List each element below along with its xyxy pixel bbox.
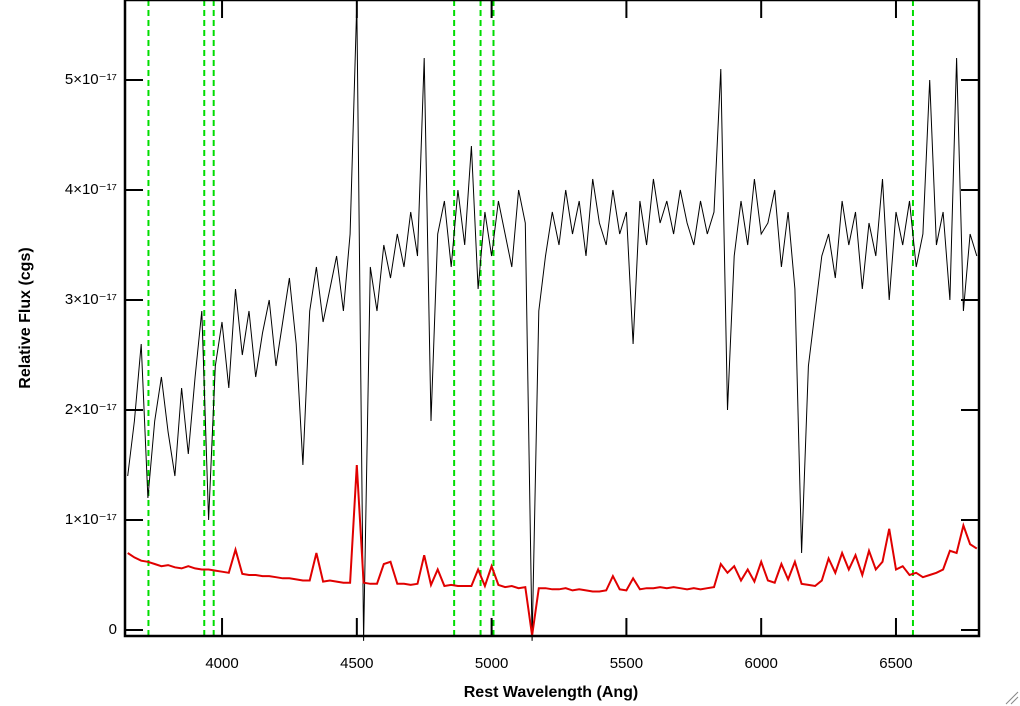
y-tick-label: 5×10⁻¹⁷: [65, 71, 117, 88]
x-tick-label: 4000: [205, 655, 238, 672]
x-tick-label: 6500: [879, 655, 912, 672]
y-tick-label: 1×10⁻¹⁷: [65, 511, 117, 528]
x-axis-title: Rest Wavelength (Ang): [464, 684, 639, 701]
resize-grip: [1005, 691, 1019, 705]
y-axis-title: Relative Flux (cgs): [17, 247, 34, 388]
y-tick-label: 0: [109, 621, 117, 638]
x-tick-label: 5000: [475, 655, 508, 672]
x-tick-label: 6000: [744, 655, 777, 672]
y-tick-label: 2×10⁻¹⁷: [65, 401, 117, 418]
spectrum-line: [127, 2, 978, 641]
y-tick-label: 3×10⁻¹⁷: [65, 291, 117, 308]
spectrum-line: [127, 464, 978, 636]
y-tick-label: 4×10⁻¹⁷: [65, 181, 117, 198]
plot-frame: [123, 0, 981, 638]
x-tick-label: 5500: [610, 655, 643, 672]
x-tick-label: 4500: [340, 655, 373, 672]
